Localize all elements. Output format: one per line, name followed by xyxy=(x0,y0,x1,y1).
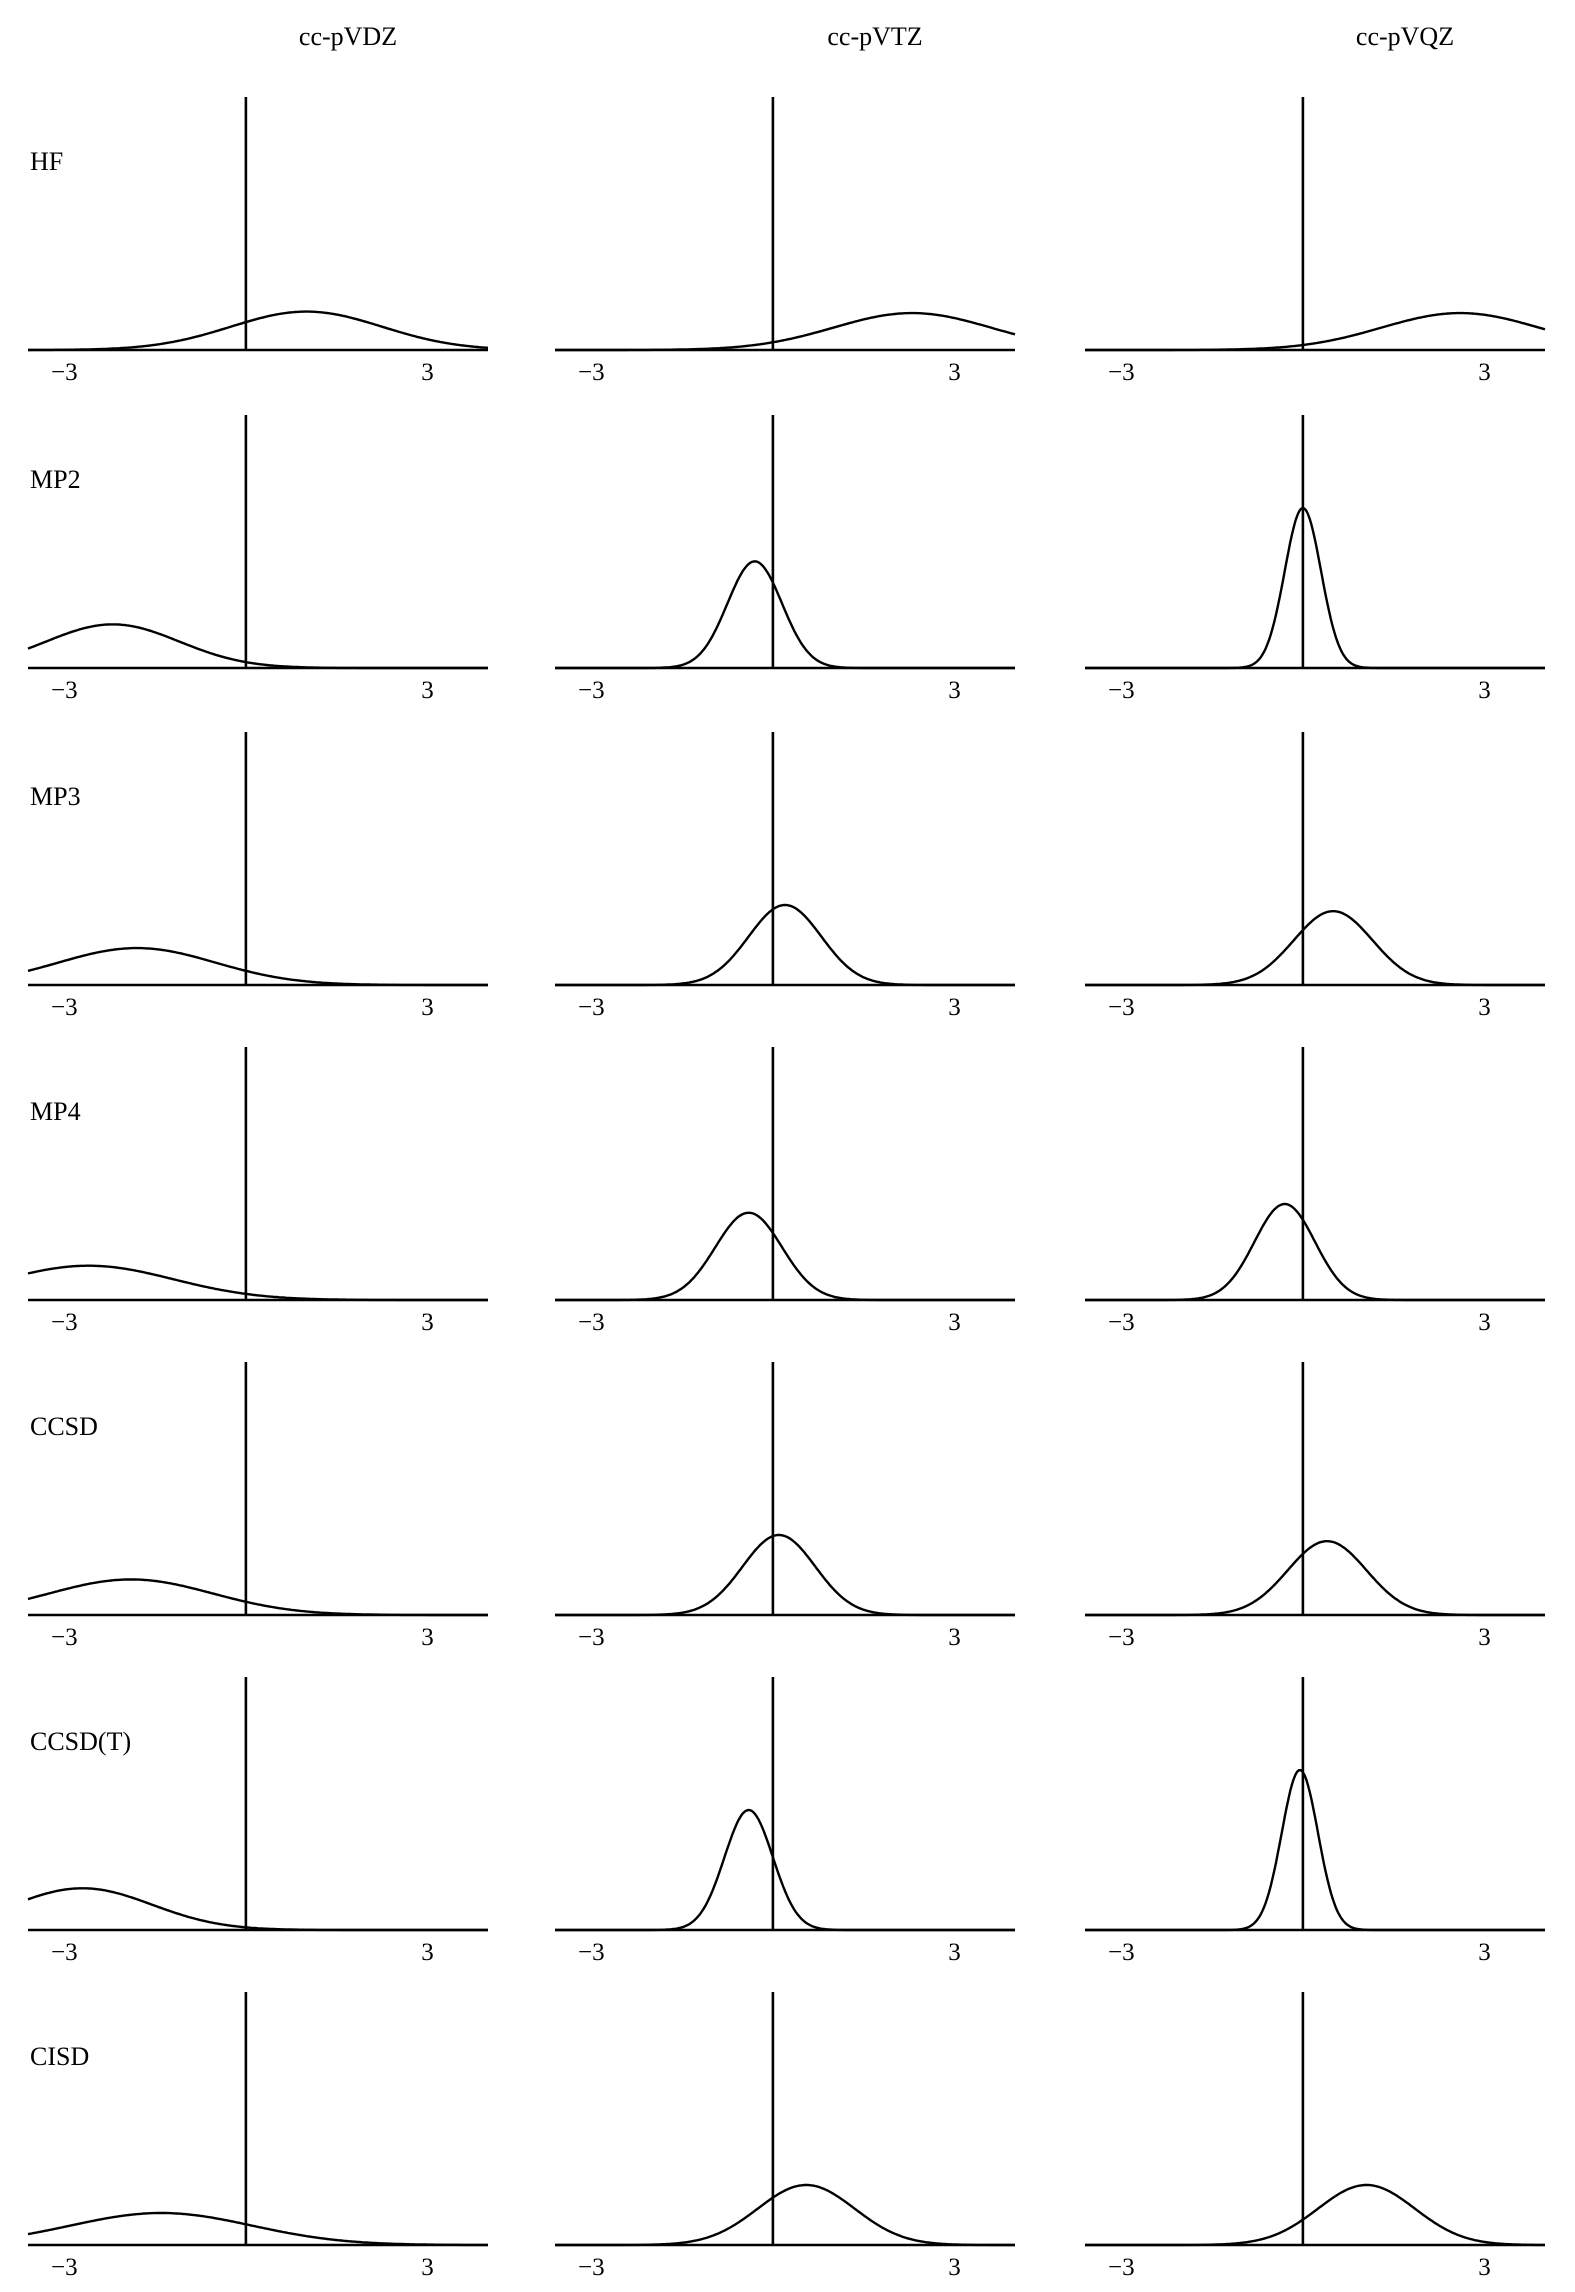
panel: −3 3 xyxy=(555,1677,1015,1966)
panel: −3 3 xyxy=(555,1992,1015,2281)
distribution-curve xyxy=(27,1264,488,1302)
x-tick-label: 3 xyxy=(1478,994,1491,1021)
panel: −3 3 xyxy=(1085,97,1546,386)
panel: −3 3 xyxy=(1085,732,1545,1021)
distribution-curve xyxy=(1085,311,1546,352)
x-tick-label: 3 xyxy=(948,1309,961,1336)
panel: −3 3 xyxy=(1085,1677,1545,1966)
distribution-curve xyxy=(1085,2183,1545,2247)
x-tick-label: 3 xyxy=(1478,1624,1491,1651)
x-tick-label: 3 xyxy=(421,359,434,386)
distribution-curve xyxy=(555,1533,1015,1617)
x-tick-label: −3 xyxy=(1108,1309,1135,1336)
x-tick-label: 3 xyxy=(1478,359,1491,386)
column-headers: cc-pVDZ cc-pVTZ cc-pVQZ xyxy=(299,22,1454,51)
x-tick-label: 3 xyxy=(1478,1309,1491,1336)
distribution-curve xyxy=(1085,1202,1545,1302)
distribution-curve xyxy=(1085,1540,1545,1617)
distribution-curve xyxy=(555,2183,1015,2247)
row-label: CCSD xyxy=(30,1412,98,1441)
panel: −3 3 xyxy=(27,1362,488,1651)
x-tick-label: −3 xyxy=(578,359,605,386)
distribution-curve xyxy=(27,1578,488,1617)
panel: −3 3 xyxy=(27,1677,488,1966)
x-tick-label: 3 xyxy=(948,1939,961,1966)
x-tick-label: −3 xyxy=(51,1624,78,1651)
row-label: CISD xyxy=(30,2042,89,2071)
x-tick-label: −3 xyxy=(51,994,78,1021)
x-tick-label: −3 xyxy=(51,1309,78,1336)
panel: −3 3 xyxy=(555,97,1016,386)
x-tick-label: 3 xyxy=(421,1939,434,1966)
distribution-curve xyxy=(1085,910,1545,987)
panel: −3 3 xyxy=(1085,415,1545,704)
x-tick-label: 3 xyxy=(421,1624,434,1651)
distribution-curve xyxy=(1085,506,1545,670)
column-header: cc-pVQZ xyxy=(1356,22,1454,51)
x-tick-label: 3 xyxy=(421,2254,434,2281)
column-header: cc-pVDZ xyxy=(299,22,397,51)
x-tick-label: −3 xyxy=(578,2254,605,2281)
x-tick-label: 3 xyxy=(948,2254,961,2281)
panel: −3 3 xyxy=(1085,1992,1545,2281)
x-tick-label: −3 xyxy=(578,1309,605,1336)
x-tick-label: 3 xyxy=(948,994,961,1021)
row-label: HF xyxy=(30,147,63,176)
x-tick-label: −3 xyxy=(51,2254,78,2281)
x-tick-label: −3 xyxy=(51,677,78,704)
x-tick-label: −3 xyxy=(1108,1624,1135,1651)
distribution-curve xyxy=(27,1887,488,1932)
column-header: cc-pVTZ xyxy=(827,22,922,51)
row-label: CCSD(T) xyxy=(30,1727,131,1756)
x-tick-label: −3 xyxy=(51,359,78,386)
panel: −3 3 xyxy=(27,1047,488,1336)
panel: −3 3 xyxy=(555,415,1015,704)
panel: −3 3 xyxy=(28,97,489,386)
row-label: MP4 xyxy=(30,1097,81,1126)
row-labels: HF MP2 MP3 MP4 CCSD CCSD(T) CISD xyxy=(30,147,131,2071)
x-tick-label: 3 xyxy=(1478,2254,1491,2281)
x-tick-label: −3 xyxy=(578,994,605,1021)
panel-grid: −3 3 −3 3 −3 3−3 3 −3 3 −3 3−3 3 −3 3 −3 3−3 3 −3 3 −3 3−3 3−… xyxy=(27,97,1546,2281)
x-tick-label: −3 xyxy=(578,677,605,704)
distribution-curve xyxy=(27,623,488,670)
x-tick-label: −3 xyxy=(1108,994,1135,1021)
panel: −3 3 xyxy=(1085,1047,1545,1336)
x-tick-label: 3 xyxy=(948,1624,961,1651)
x-tick-label: −3 xyxy=(1108,359,1135,386)
row-label: MP3 xyxy=(30,782,81,811)
x-tick-label: −3 xyxy=(1108,2254,1135,2281)
x-tick-label: 3 xyxy=(948,677,961,704)
panel: −3 3 xyxy=(27,415,488,704)
x-tick-label: −3 xyxy=(51,1939,78,1966)
distribution-curve xyxy=(555,560,1015,670)
x-tick-label: 3 xyxy=(948,359,961,386)
x-tick-label: −3 xyxy=(578,1939,605,1966)
panel: −3 3 xyxy=(555,1047,1015,1336)
x-tick-label: 3 xyxy=(421,1309,434,1336)
panel: −3 3 xyxy=(555,732,1015,1021)
panel: −3 3 xyxy=(27,732,488,1021)
row-label: MP2 xyxy=(30,465,81,494)
distribution-curve xyxy=(555,1211,1015,1302)
distribution-curve xyxy=(28,310,489,352)
x-tick-label: 3 xyxy=(421,677,434,704)
distribution-curve xyxy=(555,1808,1015,1932)
panel: −3 3 xyxy=(555,1362,1015,1651)
x-tick-label: −3 xyxy=(578,1624,605,1651)
x-tick-label: 3 xyxy=(1478,1939,1491,1966)
distribution-curve xyxy=(555,903,1015,987)
x-tick-label: 3 xyxy=(1478,677,1491,704)
x-tick-label: 3 xyxy=(421,994,434,1021)
distribution-curve xyxy=(1085,1769,1545,1932)
distribution-curve xyxy=(27,946,488,987)
distribution-curve xyxy=(27,2211,489,2247)
x-tick-label: −3 xyxy=(1108,677,1135,704)
x-tick-label: −3 xyxy=(1108,1939,1135,1966)
distribution-curve xyxy=(555,311,1016,352)
panel: −3 3 xyxy=(1085,1362,1545,1651)
panel: −3 3 xyxy=(27,1992,489,2281)
